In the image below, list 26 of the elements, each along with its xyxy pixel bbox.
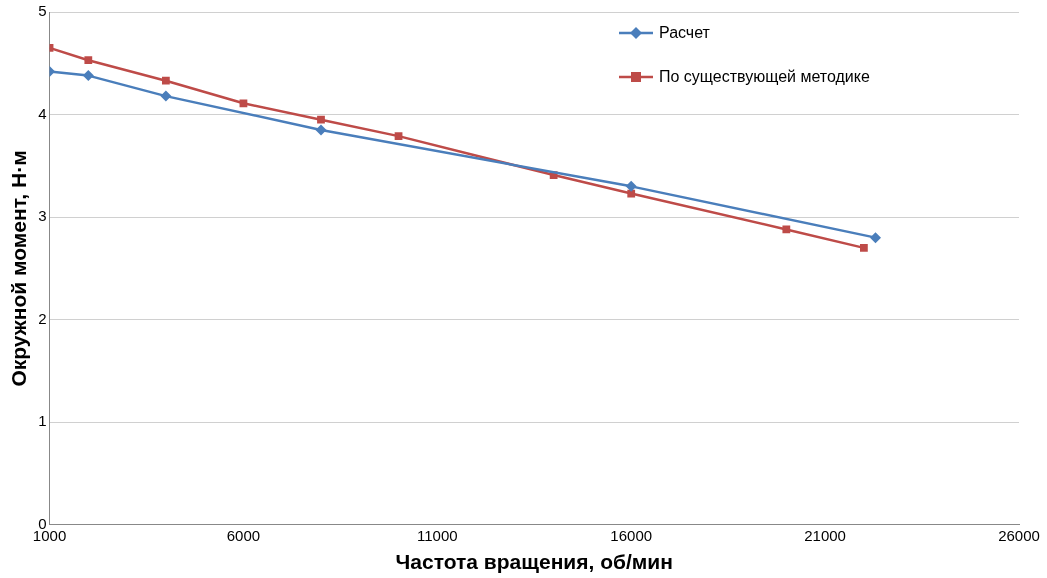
point — [860, 244, 868, 252]
point — [625, 180, 637, 192]
y-tick-label: 3 — [38, 207, 47, 225]
y-tick-label: 2 — [38, 309, 47, 327]
point — [315, 124, 327, 136]
point — [84, 56, 93, 65]
y-axis-title: Окружной момент, Н·м — [7, 150, 31, 387]
x-tick-label: 16000 — [610, 526, 653, 544]
point — [782, 225, 791, 234]
point — [82, 70, 94, 82]
point — [161, 76, 170, 85]
x-tick-label: 21000 — [804, 526, 846, 544]
legend-label: Расчет — [659, 24, 710, 42]
x-axis-title: Частота вращения, об/мин — [395, 550, 673, 574]
point — [160, 90, 172, 102]
x-tick-label: 11000 — [417, 526, 458, 544]
y-tick-label: 1 — [38, 412, 47, 430]
x-tick-label: 6000 — [226, 526, 261, 544]
legend-label: По существующей методике — [659, 68, 870, 86]
point — [870, 232, 882, 244]
y-tick-label: 4 — [38, 104, 47, 122]
y-tick-label: 5 — [38, 2, 47, 20]
point — [394, 132, 403, 140]
point — [239, 99, 248, 108]
point — [317, 115, 325, 124]
x-tick-label: 26000 — [998, 526, 1040, 544]
